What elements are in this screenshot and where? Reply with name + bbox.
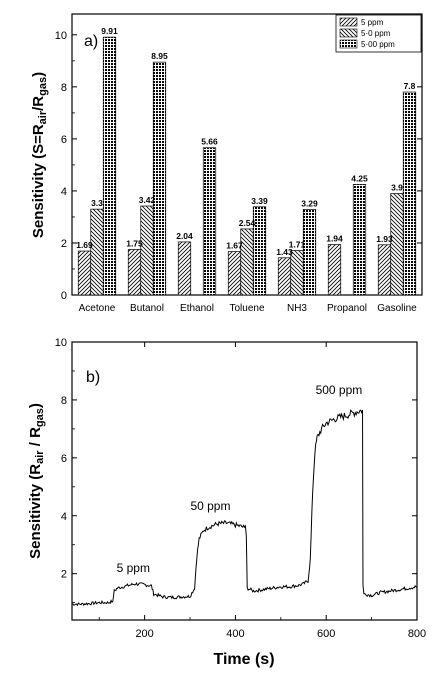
y-tick-label: 2 <box>61 569 67 581</box>
bar <box>277 257 292 296</box>
bar <box>390 193 404 296</box>
y-tick-label: 0 <box>61 290 67 302</box>
x-tick-label: Acetone <box>79 303 116 314</box>
y-tick-label: 6 <box>61 453 67 465</box>
y-tick-label: 4 <box>61 511 67 523</box>
y-axis: 0 2 4 6 8 10 <box>55 30 422 302</box>
legend-swatch-500ppm <box>339 39 358 49</box>
y-tick-label: 10 <box>55 337 67 349</box>
legend-swatch-50ppm <box>339 28 358 38</box>
bar <box>77 250 92 296</box>
x-tick-label: NH3 <box>287 303 307 314</box>
x-tick-label: 600 <box>317 628 335 640</box>
bar-value-label: 2.54 <box>239 218 256 228</box>
legend-label: 5·0 ppm <box>361 29 391 38</box>
bar <box>402 91 417 296</box>
x-axis-label: Time (s) <box>213 651 274 668</box>
x-tick-label: Propanol <box>327 303 367 314</box>
x-axis: Acetone Butanol Ethanol Toluene NH3 Propanol G… <box>79 303 418 314</box>
bar <box>177 241 192 296</box>
bar-value-label: 3.29 <box>301 198 318 208</box>
bar <box>327 244 342 296</box>
plot-frame <box>71 341 418 621</box>
y-axis-label: Sensitivity (Rair / Rgas) <box>27 403 46 559</box>
bar-value-label: 1.67 <box>226 241 243 251</box>
y-tick-label: 8 <box>61 395 67 407</box>
y-tick-label: 8 <box>61 82 67 94</box>
bar <box>377 244 392 296</box>
bar <box>152 61 167 296</box>
concentration-annotation: 5 ppm <box>117 561 150 575</box>
bar-value-label: 1.43 <box>276 247 293 257</box>
bar <box>90 208 104 296</box>
bar <box>240 228 254 296</box>
concentration-annotation: 50 ppm <box>190 499 230 513</box>
bar-value-label: 3.42 <box>139 195 156 205</box>
legend: 5 ppm 5·0 ppm 5·00 ppm <box>335 14 422 53</box>
y-tick-label: 10 <box>55 30 67 42</box>
x-axis: 200 400 600 800 <box>98 342 426 640</box>
bar <box>252 206 267 296</box>
bar-value-label: 5.66 <box>201 137 218 147</box>
y-tick-label: 6 <box>61 134 67 146</box>
x-tick-label: 800 <box>408 628 426 640</box>
bar-value-label: 1.69 <box>76 240 93 250</box>
x-tick-label: 200 <box>135 628 153 640</box>
x-tick-label: Ethanol <box>180 303 214 314</box>
bar-value-label: 1.94 <box>326 234 343 244</box>
bar-value-label: 8.95 <box>151 51 168 61</box>
bar <box>140 205 154 296</box>
panel-label: b) <box>86 369 100 386</box>
bar <box>302 209 317 296</box>
bar-labels: 1.69 3.3 9.91 1.75 3.42 8.95 2.04 5.66 1.67 2.54 3… <box>76 26 415 257</box>
x-tick-label: Butanol <box>130 303 164 314</box>
legend-label: 5 ppm <box>361 18 384 27</box>
line-chart-panel: b) 2 4 6 8 10 200 400 600 800 5 ppm 50 ppm 500 pp… <box>27 337 426 668</box>
bar-value-label: 1.75 <box>126 238 143 248</box>
annotations: 5 ppm 50 ppm 500 ppm <box>117 383 363 575</box>
y-axis-label: Sensitivity (S=Rair/Rgas) <box>30 72 49 238</box>
bar <box>352 184 367 296</box>
bars <box>77 36 417 296</box>
x-tick-label: Toluene <box>229 303 264 314</box>
x-tick-label: 400 <box>226 628 244 640</box>
bar-value-label: 9.91 <box>101 26 118 36</box>
y-tick-label: 2 <box>61 238 67 250</box>
y-axis: 2 4 6 8 10 <box>55 337 417 604</box>
bar-value-label: 7.8 <box>404 81 416 91</box>
bar <box>290 250 304 296</box>
bar-value-label: 2.04 <box>176 231 193 241</box>
bar-chart-panel: a) 0 2 4 6 8 10 Acetone Butanol Ethanol Toluene N… <box>30 13 423 314</box>
series-line <box>71 409 418 607</box>
bar-value-label: 1.71 <box>289 240 306 250</box>
bar-value-label: 4.25 <box>351 173 368 183</box>
legend-swatch-5ppm <box>339 17 358 27</box>
bar-value-label: 3.39 <box>251 196 268 206</box>
y-tick-label: 4 <box>61 186 67 198</box>
bar <box>127 249 142 296</box>
bar <box>227 251 242 296</box>
bar-value-label: 3.9 <box>391 183 403 193</box>
bar <box>102 36 117 296</box>
bar-value-label: 3.3 <box>91 198 103 208</box>
panel-label: a) <box>84 33 98 50</box>
legend-label: 5·00 ppm <box>361 40 395 49</box>
bar <box>202 147 217 296</box>
bar-value-label: 1.93 <box>376 234 393 244</box>
x-tick-label: Gasoline <box>377 303 417 314</box>
concentration-annotation: 500 ppm <box>316 383 363 397</box>
